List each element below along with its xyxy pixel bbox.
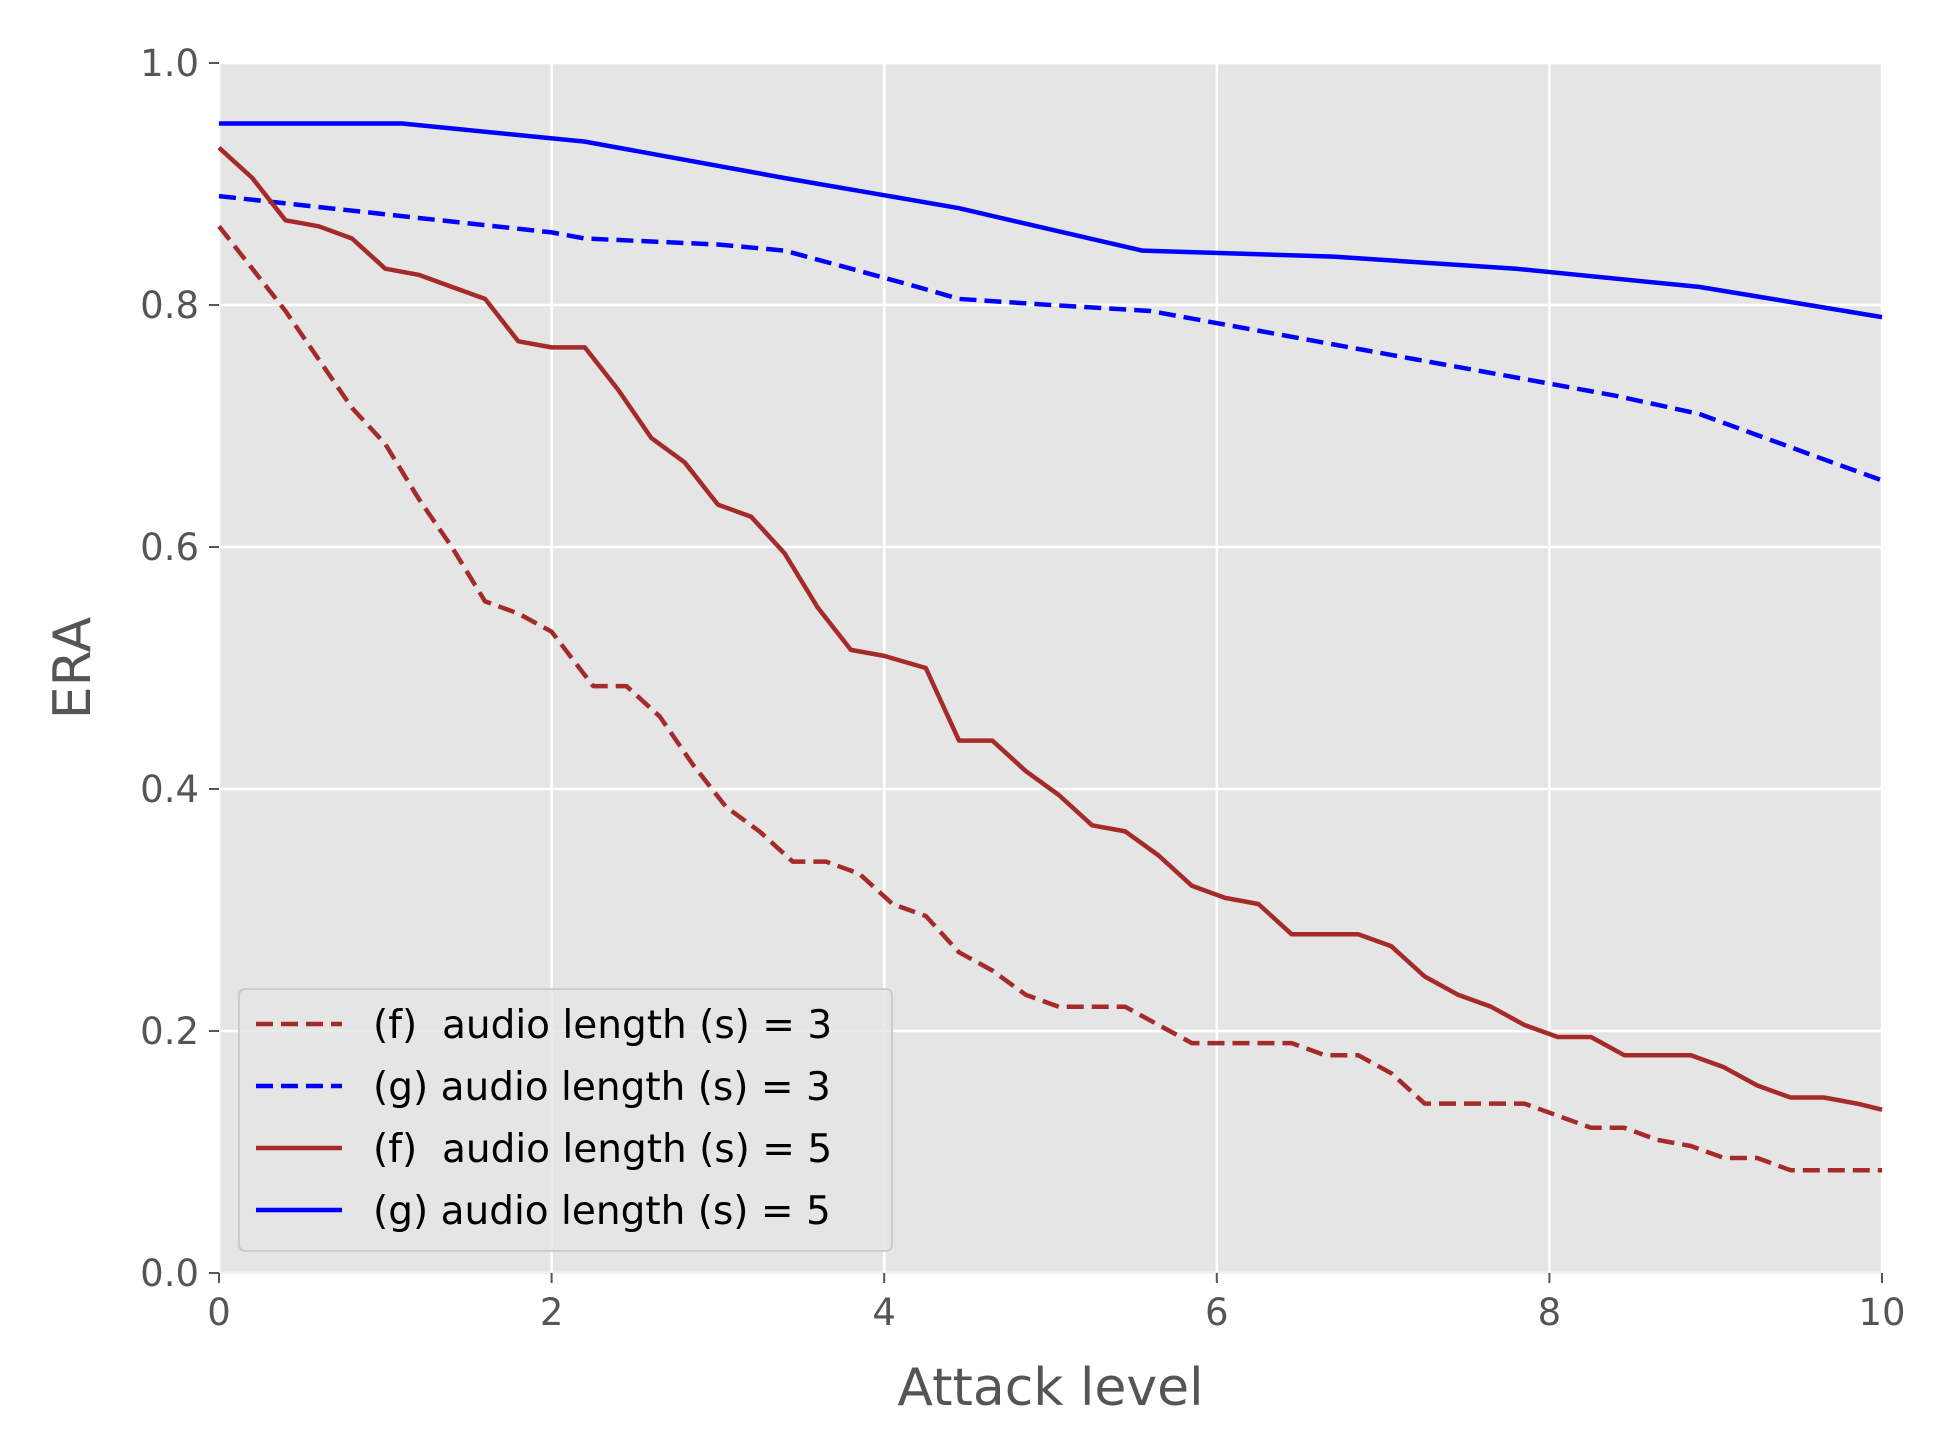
x-tick-label: 8: [1538, 1291, 1562, 1334]
legend-label-2: (g) audio length (s) = 3: [373, 1065, 831, 1110]
y-tick-label: 0.0: [140, 1252, 199, 1295]
legend-label-1: (f) audio length (s) = 3: [373, 1003, 832, 1048]
x-tick-label: 0: [207, 1291, 231, 1334]
y-tick-label: 1.0: [140, 42, 199, 85]
y-tick-label: 0.4: [140, 768, 199, 811]
x-tick-label: 2: [540, 1291, 564, 1334]
x-tick-label: 4: [872, 1291, 896, 1334]
y-tick-label: 0.2: [140, 1010, 199, 1053]
x-tick-label: 10: [1858, 1291, 1905, 1334]
legend-label-3: (f) audio length (s) = 5: [373, 1127, 832, 1172]
legend: (f) audio length (s) = 3 (g) audio length…: [238, 988, 893, 1252]
x-tick-label: 6: [1205, 1291, 1229, 1334]
series-line-2: [218, 193, 1883, 483]
y-tick-label: 0.8: [140, 284, 199, 327]
legend-box: [238, 988, 893, 1252]
tick-labels: 0 2 4 6 8 10 0.0 0.2 0.4 0.6 0.8 1.0: [140, 42, 1905, 1334]
legend-label-4: (g) audio length (s) = 5: [373, 1189, 831, 1234]
series-line-3: [217, 146, 1883, 1112]
y-tick-label: 0.6: [140, 526, 199, 569]
series-lines: [217, 121, 1883, 1173]
series-line-1: [217, 224, 1882, 1173]
series-line-4: [219, 121, 1883, 320]
x-axis-label: Attack level: [897, 1358, 1203, 1418]
y-axis-label: ERA: [43, 616, 103, 719]
